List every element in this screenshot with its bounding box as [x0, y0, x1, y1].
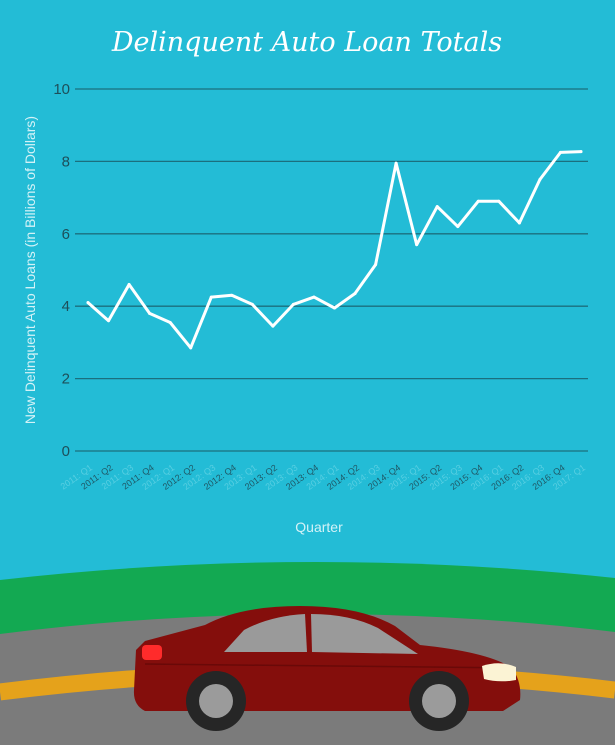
data-point	[312, 295, 316, 299]
data-point	[579, 150, 583, 154]
car-illustration	[0, 561, 615, 745]
car-front-window	[311, 614, 418, 654]
y-tick-label: 10	[53, 81, 70, 98]
y-axis-label: New Delinquent Auto Loans (in Billions o…	[22, 116, 38, 424]
data-point	[86, 301, 90, 305]
series-line	[86, 150, 583, 350]
car-rear-hubcap	[199, 684, 233, 718]
y-tick-label: 0	[62, 443, 70, 460]
data-point	[107, 319, 111, 323]
data-point	[415, 243, 419, 247]
data-point	[538, 178, 542, 181]
data-point	[271, 324, 275, 328]
data-point	[497, 199, 501, 203]
data-point	[230, 293, 234, 297]
data-point	[353, 292, 357, 296]
x-axis-label: Quarter	[295, 519, 343, 535]
data-point	[189, 346, 193, 350]
y-tick-label: 8	[62, 153, 70, 170]
data-point	[476, 199, 480, 203]
y-tick-label: 6	[62, 226, 70, 243]
data-point	[291, 302, 295, 306]
car-body-line	[144, 663, 516, 669]
data-point	[333, 306, 336, 310]
car-tail-light	[142, 645, 162, 660]
car-headlight	[482, 663, 516, 682]
chart-title: Delinquent Auto Loan Totals	[111, 27, 502, 58]
y-tick-label: 4	[62, 298, 70, 315]
data-point	[168, 320, 172, 324]
data-point	[250, 302, 254, 306]
data-point	[209, 295, 213, 299]
data-point	[456, 225, 460, 229]
data-point	[558, 150, 562, 154]
grid-lines	[75, 88, 588, 452]
y-tick-label: 2	[62, 371, 70, 388]
data-point	[127, 282, 131, 286]
y-axis-ticks: 0 2 4 6 8 10	[53, 81, 70, 460]
car-front-hubcap	[422, 684, 456, 718]
data-point	[374, 263, 378, 267]
car-rear-window	[224, 614, 307, 652]
data-point	[394, 161, 398, 165]
data-point	[435, 205, 439, 209]
data-points	[86, 150, 583, 350]
data-point	[517, 221, 521, 225]
data-point	[148, 311, 152, 315]
